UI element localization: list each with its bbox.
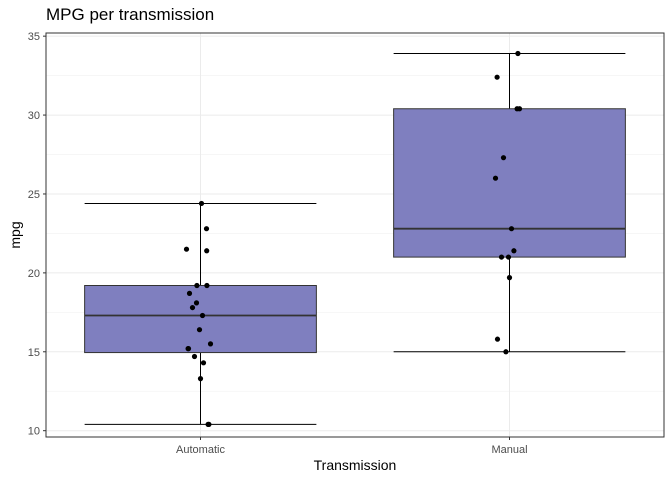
data-point-automatic xyxy=(206,421,212,427)
x-tick-label-automatic: Automatic xyxy=(176,444,225,456)
data-point-automatic xyxy=(183,246,190,252)
data-point-manual xyxy=(492,175,499,181)
y-axis-title: mpg xyxy=(7,221,23,248)
data-point-automatic xyxy=(189,304,196,311)
data-point-automatic xyxy=(191,353,198,360)
data-point-manual xyxy=(500,155,507,161)
panel-border xyxy=(45,32,665,438)
y-tick-label: 30 xyxy=(28,110,40,122)
data-point-manual xyxy=(516,106,523,112)
data-point-manual xyxy=(508,226,515,232)
x-axis-title: Transmission xyxy=(314,457,397,473)
data-point-automatic xyxy=(193,300,200,306)
data-point-automatic xyxy=(204,248,210,254)
chart-title: MPG per transmission xyxy=(46,5,215,24)
y-tick-label: 20 xyxy=(28,268,40,280)
data-point-manual xyxy=(498,254,505,260)
data-point-automatic xyxy=(194,282,200,289)
data-point-manual xyxy=(494,74,500,80)
data-point-manual xyxy=(505,254,512,260)
data-point-automatic xyxy=(185,346,192,352)
box-manual xyxy=(393,108,626,258)
y-tick-label: 15 xyxy=(28,347,40,359)
data-point-automatic xyxy=(197,376,204,382)
data-point-manual xyxy=(515,50,521,57)
data-point-manual xyxy=(494,336,501,342)
data-point-automatic xyxy=(186,290,193,296)
data-point-automatic xyxy=(207,341,214,347)
data-point-manual xyxy=(506,275,513,281)
data-point-automatic xyxy=(203,226,210,232)
data-point-manual xyxy=(503,349,509,355)
box-automatic xyxy=(84,285,317,354)
data-point-automatic xyxy=(196,327,203,333)
data-point-automatic xyxy=(204,282,210,289)
y-tick-label: 25 xyxy=(28,189,40,201)
data-point-automatic xyxy=(199,312,206,319)
data-point-manual xyxy=(511,248,517,254)
y-tick-label: 35 xyxy=(28,31,40,43)
data-point-automatic xyxy=(200,360,207,366)
data-point-automatic xyxy=(198,200,205,207)
x-tick-label-manual: Manual xyxy=(491,444,527,456)
y-tick-label: 10 xyxy=(28,426,40,438)
